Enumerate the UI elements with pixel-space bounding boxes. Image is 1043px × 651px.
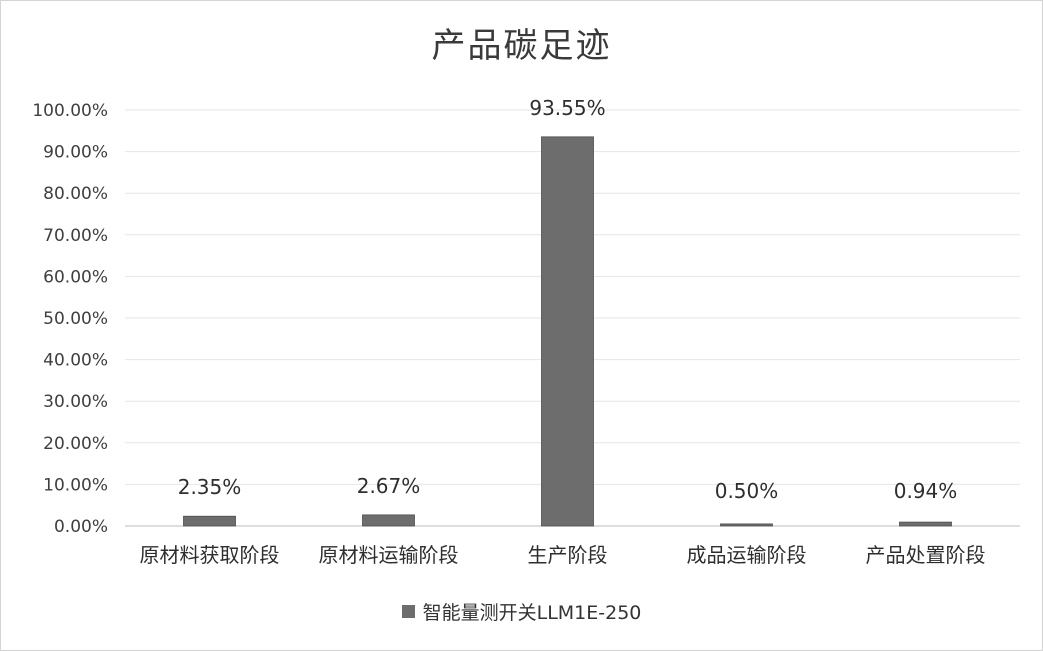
y-axis: 0.00% 10.00% 20.00% 30.00% 40.00% 50.00% 60.00… xyxy=(32,101,1020,537)
data-label: 2.67% xyxy=(357,474,421,498)
data-label: 93.55% xyxy=(529,96,605,120)
legend-swatch xyxy=(401,605,415,618)
bar xyxy=(541,136,594,527)
chart-title: 产品碳足迹 xyxy=(431,26,612,66)
data-label: 0.94% xyxy=(894,479,958,503)
y-tick-label: 90.00% xyxy=(43,143,108,163)
y-tick-label: 100.00% xyxy=(32,101,108,121)
bar xyxy=(899,521,952,527)
y-tick-label: 70.00% xyxy=(43,226,108,246)
y-tick-label: 40.00% xyxy=(43,351,108,371)
y-tick-label: 80.00% xyxy=(43,184,108,204)
x-tick-label: 原材料获取阶段 xyxy=(140,543,280,567)
bar xyxy=(183,515,236,527)
legend: 智能量测开关LLM1E-250 xyxy=(0,598,1043,625)
y-tick-label: 0.00% xyxy=(54,517,108,537)
y-tick-label: 20.00% xyxy=(43,434,108,454)
bar xyxy=(362,514,415,527)
x-axis: 原材料获取阶段 原材料运输阶段 生产阶段 成品运输阶段 产品处置阶段 xyxy=(140,543,986,567)
bar xyxy=(720,523,773,527)
x-tick-label: 产品处置阶段 xyxy=(866,543,986,567)
y-tick-label: 30.00% xyxy=(43,392,108,412)
y-tick-label: 50.00% xyxy=(43,309,108,329)
bars xyxy=(183,136,952,527)
y-tick-label: 10.00% xyxy=(43,475,108,495)
x-tick-label: 生产阶段 xyxy=(528,543,608,567)
data-label: 0.50% xyxy=(715,479,779,503)
legend-label: 智能量测开关LLM1E-250 xyxy=(422,602,642,624)
x-tick-label: 成品运输阶段 xyxy=(687,543,807,567)
data-labels: 2.35% 2.67% 93.55% 0.50% 0.94% xyxy=(178,96,958,503)
data-label: 2.35% xyxy=(178,475,242,499)
y-tick-label: 60.00% xyxy=(43,267,108,287)
x-tick-label: 原材料运输阶段 xyxy=(319,543,459,567)
